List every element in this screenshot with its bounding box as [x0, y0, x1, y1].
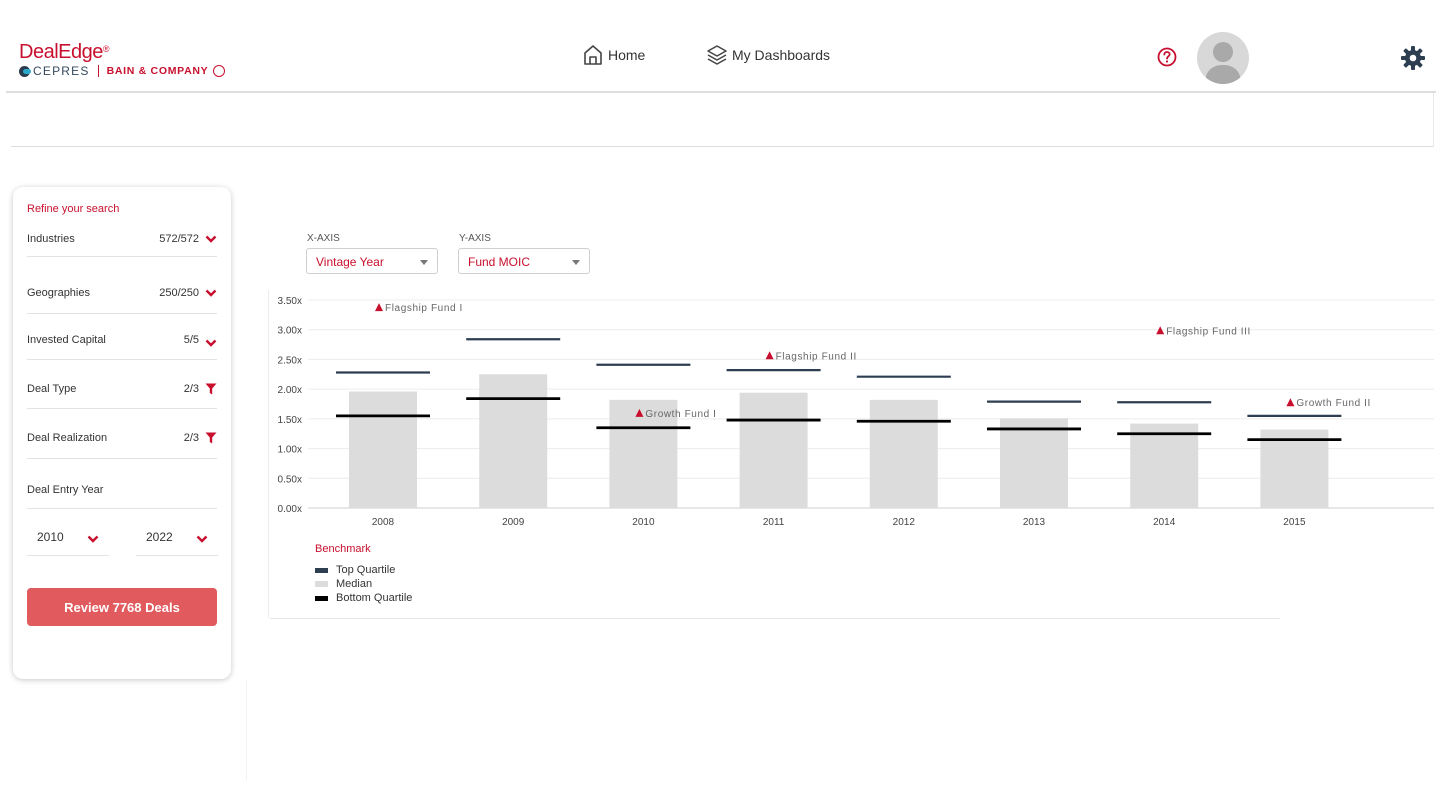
- year-from-select[interactable]: 2010: [27, 526, 109, 556]
- nav-my-dashboards[interactable]: My Dashboards: [706, 44, 830, 66]
- fund-marker-icon: [765, 351, 774, 360]
- fund-label: Flagship Fund II: [776, 351, 857, 362]
- filter-sidebar: Refine your search Industries 572/572 Ge…: [13, 187, 231, 679]
- logo-partners: CEPRES BAIN & COMPANY: [19, 64, 226, 78]
- filter-deal-entry-year: Deal Entry Year: [27, 484, 217, 509]
- fund-label: Growth Fund I: [645, 409, 716, 420]
- top-navigation-bar: DealEdge® CEPRES BAIN & COMPANY Home My …: [0, 0, 1440, 92]
- filter-industries[interactable]: Industries 572/572: [27, 233, 217, 257]
- nav-home-label: Home: [608, 47, 646, 63]
- y-tick-label: 3.00x: [278, 326, 302, 337]
- fund-label: Flagship Fund I: [385, 303, 463, 314]
- x-tick-label: 2012: [893, 517, 916, 528]
- x-tick-label: 2009: [502, 517, 525, 528]
- filter-deal-type[interactable]: Deal Type 2/3: [27, 383, 217, 409]
- caret-down-icon: [572, 260, 580, 265]
- year-to-select[interactable]: 2022: [136, 526, 218, 556]
- gear-icon[interactable]: [1400, 45, 1426, 71]
- median-bar: [739, 392, 808, 508]
- x-tick-label: 2013: [1023, 517, 1046, 528]
- legend-item-top-quartile: Top Quartile: [315, 563, 412, 577]
- user-avatar[interactable]: [1197, 32, 1249, 84]
- chevron-down-icon: [87, 535, 99, 543]
- x-tick-label: 2015: [1283, 517, 1306, 528]
- median-bar: [1000, 418, 1068, 508]
- caret-down-icon: [420, 260, 428, 265]
- fund-label: Growth Fund II: [1296, 398, 1371, 409]
- median-bar: [1260, 429, 1329, 508]
- filter-icon[interactable]: [205, 432, 217, 444]
- x-tick-label: 2010: [632, 517, 655, 528]
- layers-icon: [707, 45, 727, 65]
- subheader-divider: [11, 146, 1434, 147]
- fund-label: Flagship Fund III: [1166, 326, 1251, 337]
- refine-search-title: Refine your search: [27, 203, 120, 215]
- y-tick-label: 0.00x: [278, 504, 302, 515]
- y-tick-label: 1.00x: [278, 445, 302, 456]
- cepres-icon: [19, 65, 31, 77]
- y-tick-label: 2.50x: [278, 355, 302, 366]
- x-tick-label: 2014: [1153, 517, 1176, 528]
- median-bar: [1130, 423, 1199, 508]
- user-silhouette-icon: [1205, 42, 1241, 84]
- filter-icon[interactable]: [205, 383, 217, 395]
- chevron-down-icon: [196, 535, 208, 543]
- fund-marker-icon: [1156, 326, 1165, 335]
- x-axis-dropdown[interactable]: Vintage Year: [306, 248, 438, 274]
- dealedge-logo[interactable]: DealEdge® CEPRES BAIN & COMPANY: [19, 38, 226, 78]
- median-bar: [349, 391, 417, 508]
- review-deals-button[interactable]: Review 7768 Deals: [27, 588, 217, 626]
- y-tick-label: 2.00x: [278, 385, 302, 396]
- y-tick-label: 3.50x: [278, 296, 302, 307]
- chevron-down-icon[interactable]: [205, 233, 217, 245]
- filter-geographies[interactable]: Geographies 250/250: [27, 287, 217, 314]
- home-icon: [584, 45, 602, 65]
- chart-legend: Benchmark Top Quartile Median Bottom Qua…: [315, 543, 412, 605]
- help-icon[interactable]: [1157, 47, 1177, 67]
- chevron-down-icon[interactable]: [205, 337, 217, 349]
- nav-home[interactable]: Home: [582, 44, 645, 66]
- y-axis-dropdown[interactable]: Fund MOIC: [458, 248, 590, 274]
- legend-item-bottom-quartile: Bottom Quartile: [315, 591, 412, 605]
- filter-deal-realization[interactable]: Deal Realization 2/3: [27, 432, 217, 459]
- x-tick-label: 2011: [763, 517, 785, 528]
- x-axis-control-label: X-AXIS: [307, 233, 340, 244]
- chevron-down-icon[interactable]: [205, 287, 217, 299]
- fund-marker-icon: [635, 408, 644, 417]
- median-bar: [609, 399, 678, 508]
- x-tick-label: 2008: [372, 517, 395, 528]
- y-axis-control-label: Y-AXIS: [459, 233, 491, 244]
- median-bar: [869, 399, 938, 508]
- legend-title: Benchmark: [315, 543, 371, 555]
- bain-icon: [213, 65, 226, 77]
- legend-item-median: Median: [315, 577, 412, 591]
- nav-dashboards-label: My Dashboards: [732, 47, 831, 63]
- logo-title: DealEdge®: [19, 41, 109, 63]
- filter-invested-capital[interactable]: Invested Capital 5/5: [27, 334, 217, 360]
- y-tick-label: 1.50x: [278, 415, 302, 426]
- fund-marker-icon: [1286, 398, 1295, 407]
- header-divider: [6, 91, 1436, 93]
- fund-marker-icon: [375, 303, 383, 312]
- median-bar: [479, 374, 548, 508]
- y-tick-label: 0.50x: [278, 474, 302, 485]
